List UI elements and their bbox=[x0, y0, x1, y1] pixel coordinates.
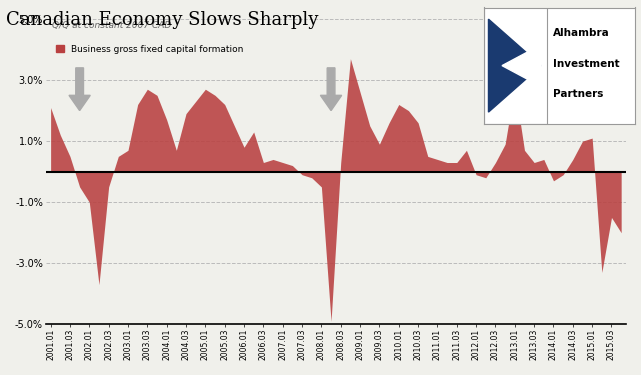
Text: Q/Q at constant 2007 CAD: Q/Q at constant 2007 CAD bbox=[51, 21, 171, 30]
Text: Investment: Investment bbox=[553, 58, 620, 69]
Text: Alhambra: Alhambra bbox=[553, 28, 610, 38]
Text: Canadian Economy Slows Sharply: Canadian Economy Slows Sharply bbox=[6, 11, 319, 29]
FancyArrow shape bbox=[320, 68, 342, 111]
FancyArrow shape bbox=[69, 68, 90, 111]
Legend: Business gross fixed capital formation: Business gross fixed capital formation bbox=[56, 45, 244, 54]
FancyArrow shape bbox=[553, 68, 574, 111]
Polygon shape bbox=[488, 19, 541, 112]
Text: Partners: Partners bbox=[553, 89, 604, 99]
Polygon shape bbox=[502, 45, 541, 87]
Bar bbox=[484, 8, 547, 124]
